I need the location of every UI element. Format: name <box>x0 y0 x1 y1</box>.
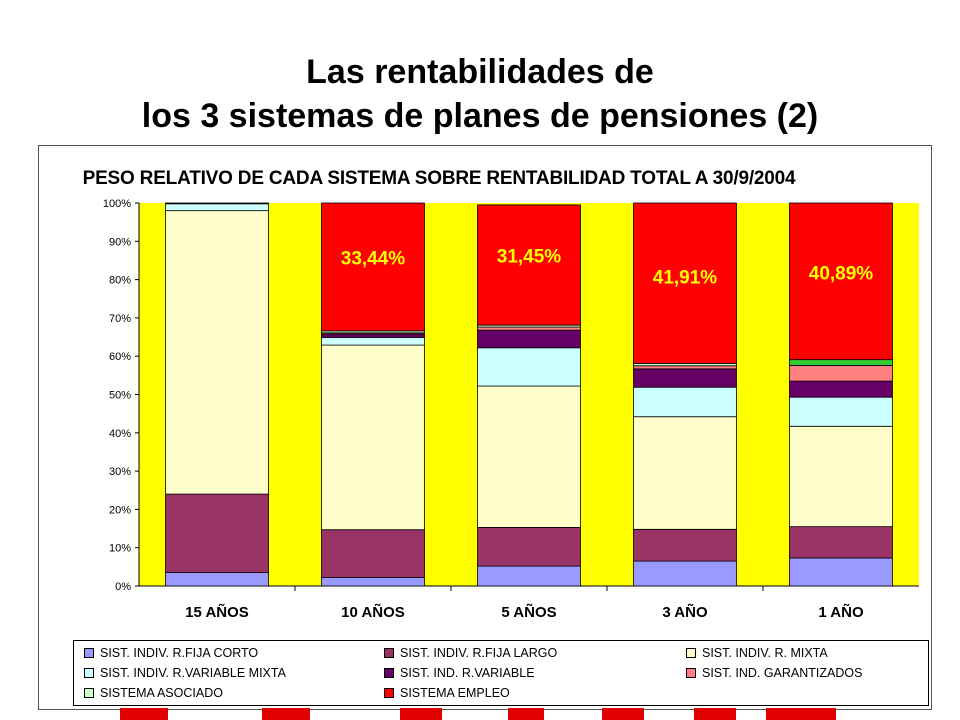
legend-item: SIST. INDIV. R. MIXTA <box>686 644 828 662</box>
y-tick-label: 50% <box>109 390 131 402</box>
footer-decoration <box>0 708 960 720</box>
legend-swatch <box>384 648 394 658</box>
legend-label: SIST. INDIV. R. MIXTA <box>702 646 828 660</box>
bar-segment <box>477 347 581 387</box>
bar-segment <box>789 526 893 559</box>
bar-segment <box>165 202 269 205</box>
bar-segment <box>165 493 269 573</box>
slide-title-line-1: Las rentabilidades de <box>306 53 654 91</box>
bar-segment <box>477 565 581 587</box>
bar-segment <box>633 560 737 587</box>
y-tick-label: 60% <box>109 351 131 363</box>
legend-swatch <box>384 688 394 698</box>
bar-segment <box>321 344 425 531</box>
chart-legend: SIST. INDIV. R.FIJA CORTO SIST. INDIV. R.… <box>73 640 929 706</box>
legend-label: SIST. INDIV. R.FIJA CORTO <box>100 646 259 660</box>
footer-stripe <box>508 708 544 720</box>
legend-item: SIST. INDIV. R.FIJA LARGO <box>384 644 557 662</box>
y-tick-label: 10% <box>109 543 131 555</box>
data-label: 40,89% <box>809 264 874 285</box>
bar-segment <box>633 386 737 418</box>
data-label: 41,91% <box>653 267 718 288</box>
x-tick-label: 10 AÑOS <box>341 603 405 621</box>
legend-item: SIST. IND. R.VARIABLE <box>384 664 535 682</box>
bar-segment <box>633 365 737 370</box>
bar-segment <box>165 572 269 587</box>
footer-stripe <box>120 708 168 720</box>
slide-title-line-2: los 3 sistemas de planes de pensiones (2… <box>141 97 819 135</box>
legend-item: SISTEMA ASOCIADO <box>84 684 223 702</box>
stacked-bar-chart: 0% 10% 20% 30% 40% 50% 60% 70% 80% 90% 100% 15 AÑOS… <box>103 198 919 621</box>
x-tick-label: 1 AÑO <box>818 603 864 621</box>
legend-label: SISTEMA ASOCIADO <box>100 686 223 700</box>
legend-label: SIST. IND. R.VARIABLE <box>400 666 535 680</box>
slide-title: Las rentabilidades de los 3 sistemas de … <box>0 50 960 138</box>
bar-segment <box>789 396 893 427</box>
chart-title: PESO RELATIVO DE CADA SISTEMA SOBRE RENT… <box>82 168 796 189</box>
legend-item: SIST. INDIV. R.VARIABLE MIXTA <box>84 664 286 682</box>
bar-segment <box>789 425 893 528</box>
legend-swatch <box>84 648 94 658</box>
bar-segment <box>789 359 893 366</box>
y-tick-label: 80% <box>109 275 131 287</box>
bar-segment <box>789 202 893 361</box>
bar-segment <box>477 527 581 567</box>
bar-segment <box>789 380 893 398</box>
footer-stripe <box>262 708 310 720</box>
y-tick-label: 30% <box>109 466 131 478</box>
legend-swatch <box>686 668 696 678</box>
y-tick-label: 70% <box>109 313 131 325</box>
legend-item: SIST. IND. GARANTIZADOS <box>686 664 862 682</box>
bar-segment <box>477 204 581 326</box>
bar-segment <box>789 364 893 382</box>
footer-stripe <box>602 708 644 720</box>
legend-swatch <box>84 688 94 698</box>
bar-segment <box>633 528 737 562</box>
bar-segment <box>321 577 425 587</box>
legend-item: SISTEMA EMPLEO <box>384 684 510 702</box>
bar-segment <box>633 368 737 388</box>
y-tick-label: 90% <box>109 236 131 248</box>
bar-segment <box>165 210 269 495</box>
legend-label: SIST. INDIV. R.FIJA LARGO <box>400 646 558 660</box>
legend-swatch <box>686 648 696 658</box>
y-tick-label: 0% <box>115 581 131 593</box>
bar-segment <box>633 202 737 364</box>
legend-label: SIST. INDIV. R.VARIABLE MIXTA <box>100 666 286 680</box>
legend-swatch <box>84 668 94 678</box>
x-tick-label: 5 AÑOS <box>501 603 556 621</box>
bar-segment <box>477 385 581 528</box>
legend-label: SIST. IND. GARANTIZADOS <box>702 666 863 680</box>
footer-stripe <box>766 708 836 720</box>
footer-stripe <box>400 708 442 720</box>
bar-segment <box>477 329 581 349</box>
data-label: 31,45% <box>497 246 562 267</box>
y-tick-label: 40% <box>109 428 131 440</box>
bar-segment <box>165 203 269 212</box>
x-tick-label: 3 AÑO <box>662 603 708 621</box>
bar-segment <box>633 416 737 530</box>
bar-segment <box>321 337 425 346</box>
legend-swatch <box>384 668 394 678</box>
x-tick-label: 15 AÑOS <box>185 603 249 621</box>
footer-stripe <box>694 708 736 720</box>
legend-item: SIST. INDIV. R.FIJA CORTO <box>84 644 258 662</box>
legend-label: SISTEMA EMPLEO <box>400 686 510 700</box>
bar-segment <box>321 529 425 578</box>
y-tick-label: 20% <box>109 504 131 516</box>
chart-frame: PESO RELATIVO DE CADA SISTEMA SOBRE RENT… <box>38 145 932 710</box>
data-label: 33,44% <box>341 248 406 269</box>
bar-segment <box>789 557 893 587</box>
bar-segment <box>321 333 425 338</box>
bar-segment <box>477 326 581 331</box>
bar-segment <box>321 202 425 332</box>
y-tick-label: 100% <box>103 198 131 210</box>
